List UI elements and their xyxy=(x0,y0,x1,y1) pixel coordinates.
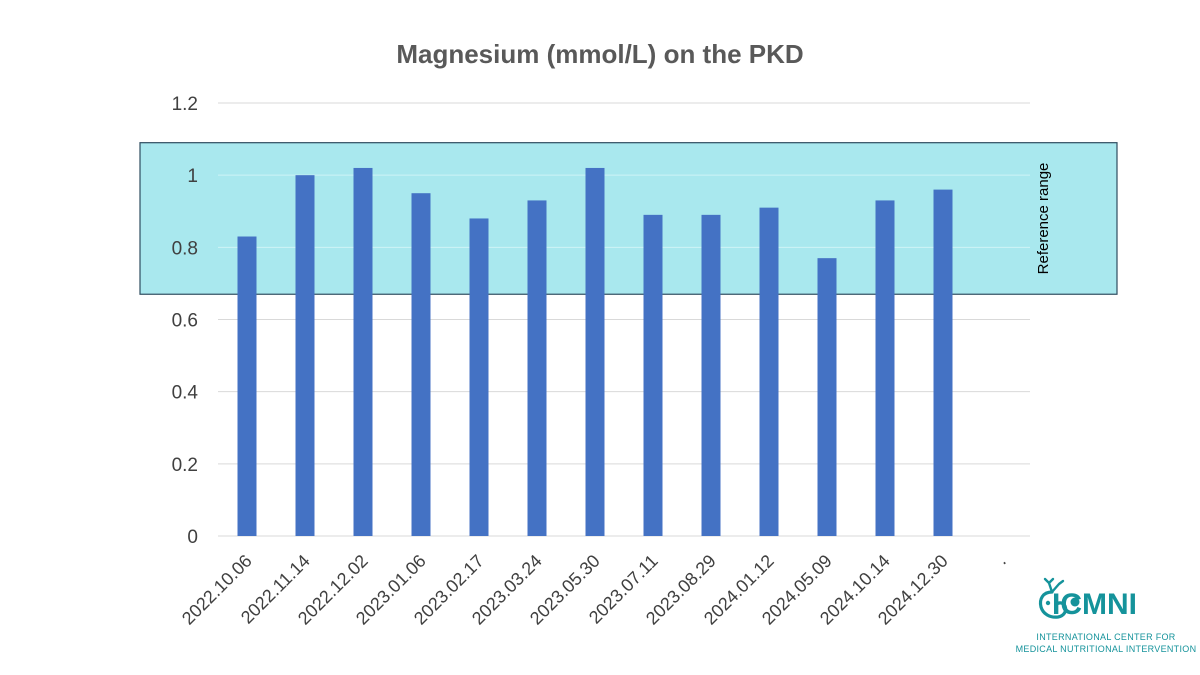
y-tick-label: 0 xyxy=(187,527,198,548)
reference-range-label: Reference range xyxy=(1035,163,1052,275)
logo-subtitle-line1: INTERNATIONAL CENTER FOR xyxy=(1036,632,1175,642)
y-tick-label: 0.6 xyxy=(172,311,198,332)
bar xyxy=(933,189,953,536)
bar xyxy=(469,218,489,536)
bar xyxy=(585,167,605,536)
logo-subtitle-line2: MEDICAL NUTRITIONAL INTERVENTION xyxy=(1016,644,1197,654)
chart-title: Magnesium (mmol/L) on the PKD xyxy=(396,39,803,69)
bar xyxy=(817,258,837,536)
bar xyxy=(643,214,663,536)
bar xyxy=(411,193,431,537)
icmni-logo: ICMNI INTERNATIONAL CENTER FOR MEDICAL N… xyxy=(1016,577,1197,654)
bar xyxy=(701,214,721,536)
y-tick-label: 0.8 xyxy=(172,238,198,259)
bar xyxy=(875,200,895,537)
bar xyxy=(295,175,315,536)
logo-name: ICMNI xyxy=(1052,588,1137,621)
reference-range-band xyxy=(139,142,1118,295)
bar xyxy=(759,207,779,536)
y-tick-label: 0.4 xyxy=(172,383,199,404)
bar xyxy=(353,167,373,536)
bar-layer xyxy=(237,167,953,537)
bar xyxy=(527,200,547,537)
reference-range-layer: Reference range xyxy=(139,142,1118,295)
y-tick-label: 1 xyxy=(187,166,198,187)
deer-logo-icon xyxy=(1038,577,1080,619)
x-axis-ticks: 2022.10.062022.11.142022.12.022023.01.06… xyxy=(178,551,1010,629)
x-tick-label: . xyxy=(992,551,1010,569)
y-tick-label: 0.2 xyxy=(172,455,198,476)
y-tick-label: 1.2 xyxy=(172,94,198,115)
bar xyxy=(237,236,257,536)
y-axis-ticks: 0 0.2 0.4 0.6 0.8 1 1.2 xyxy=(172,94,199,548)
